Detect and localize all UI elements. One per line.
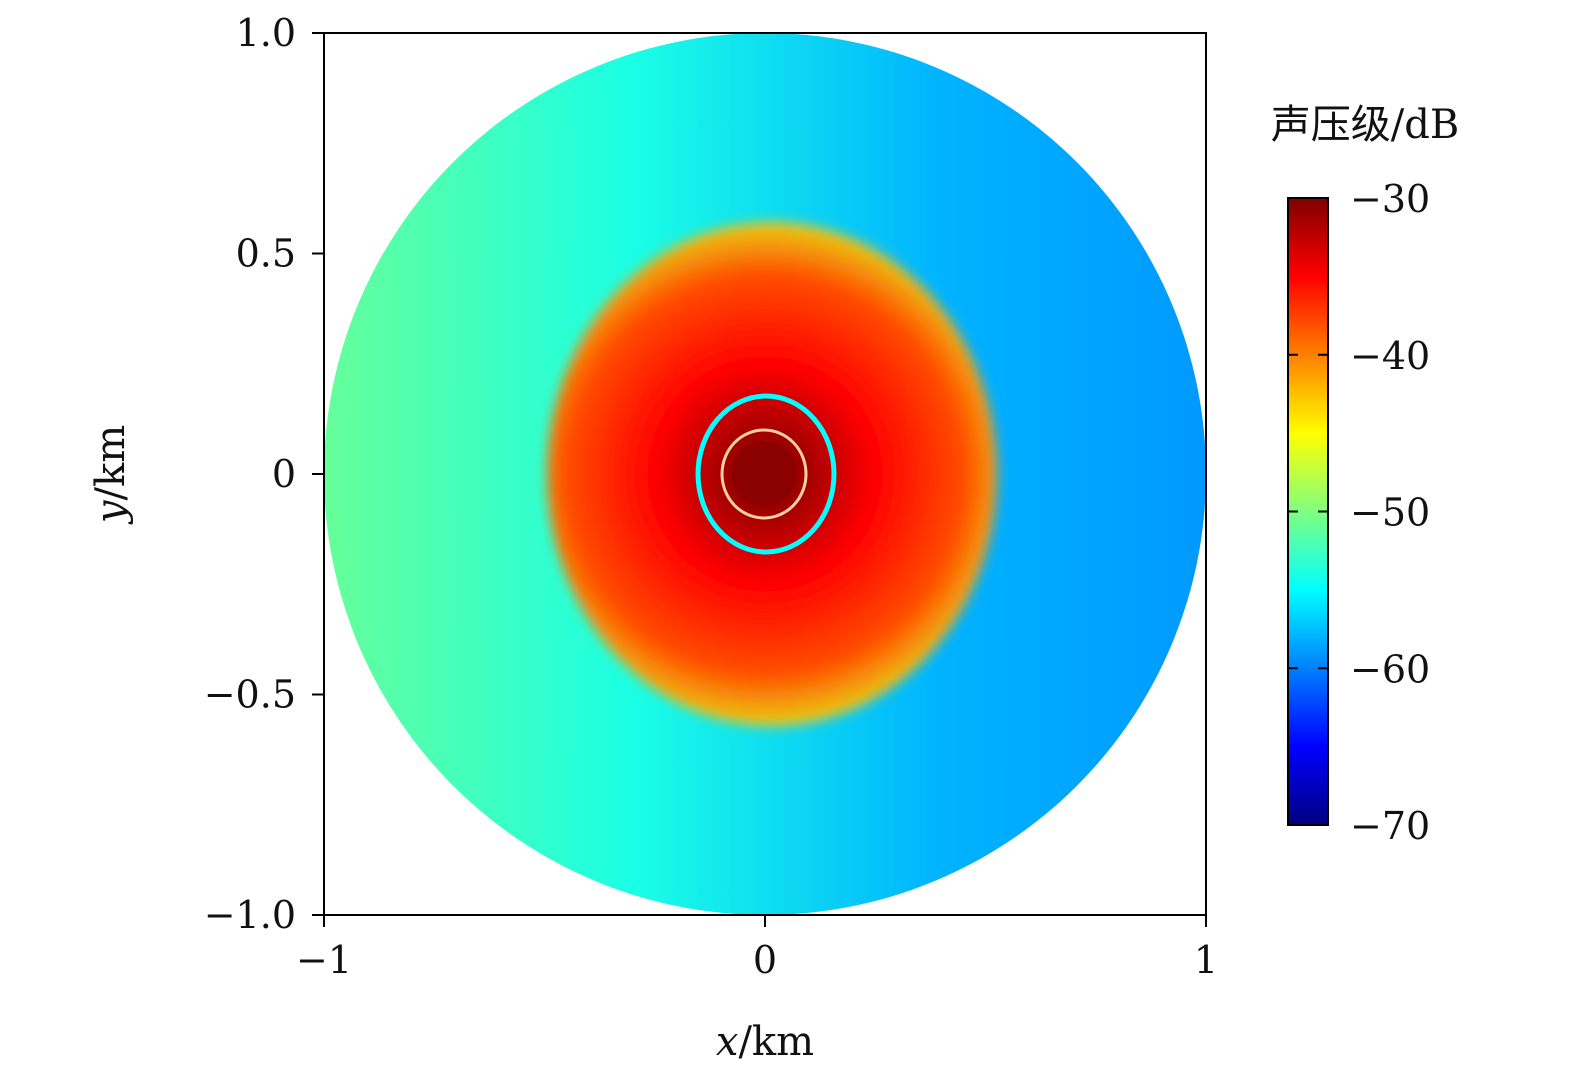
heatmap-field [324,33,1206,915]
colorbar-title: 声压级/dB [1271,102,1459,148]
colorbar-tick-label: −30 [1350,177,1430,221]
y-tick-label: 0.5 [236,232,296,276]
y-tick-label: 0 [272,452,296,496]
x-tick-label: −1 [296,938,352,982]
x-tick-label: 1 [1194,938,1218,982]
colorbar-tick-label: −60 [1350,647,1430,691]
y-axis: −1.0 −0.5 0 0.5 1.0 [204,11,324,937]
inner-ring [720,428,808,520]
near-field-ring [695,393,837,555]
x-axis-label: x/km [716,1019,814,1065]
colorbar-tick-label: −40 [1350,334,1430,378]
source-core [732,442,796,506]
y-tick-label: 1.0 [236,11,296,55]
x-tick-label: 0 [753,938,777,982]
x-axis: −1 0 1 [296,915,1218,982]
colorbar-tick-label: −50 [1350,491,1430,535]
y-axis-label: y/km [88,425,134,525]
colorbar-ticks: −30 −40 −50 −60 −70 [1288,177,1430,848]
y-tick-label: −1.0 [204,893,296,937]
colorbar-tick-label: −70 [1350,804,1430,848]
y-tick-label: −0.5 [204,673,296,717]
